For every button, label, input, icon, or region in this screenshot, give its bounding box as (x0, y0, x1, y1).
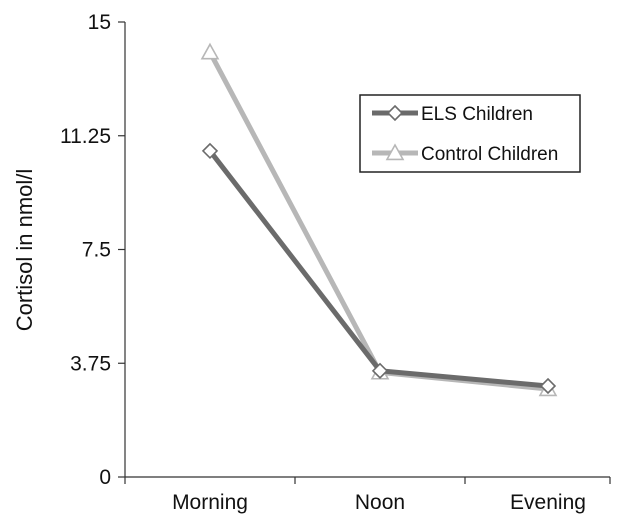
data-point-marker (371, 362, 389, 379)
y-tick-label: 11.25 (60, 125, 111, 148)
data-point-marker (200, 42, 220, 60)
y-axis-title: Cortisol in nmol/l (12, 169, 37, 332)
series-els-children (201, 142, 557, 395)
x-tick-label: Noon (355, 491, 405, 514)
y-tick-label: 3.75 (70, 352, 111, 375)
series-line (208, 149, 549, 389)
x-ticks: Morning Noon Evening (124, 477, 611, 514)
legend-items: ELS Children Control Children (372, 104, 558, 165)
x-tick-label: Morning (172, 491, 248, 514)
legend-label: Control Children (421, 144, 558, 165)
y-ticks: 0 3.75 7.5 11.25 15 (60, 11, 125, 489)
y-tick-label: 7.5 (82, 239, 111, 262)
series-layer (200, 42, 558, 397)
data-point-marker (201, 142, 219, 160)
y-tick-label: 0 (99, 466, 111, 489)
x-tick-label: Evening (510, 491, 586, 514)
data-point-marker (385, 143, 405, 161)
axes (124, 22, 610, 478)
legend: ELS Children Control Children (359, 94, 581, 173)
y-tick-label: 15 (88, 11, 111, 34)
data-point-marker (539, 377, 557, 395)
data-point-marker (386, 104, 404, 122)
legend-label: ELS Children (421, 104, 533, 125)
